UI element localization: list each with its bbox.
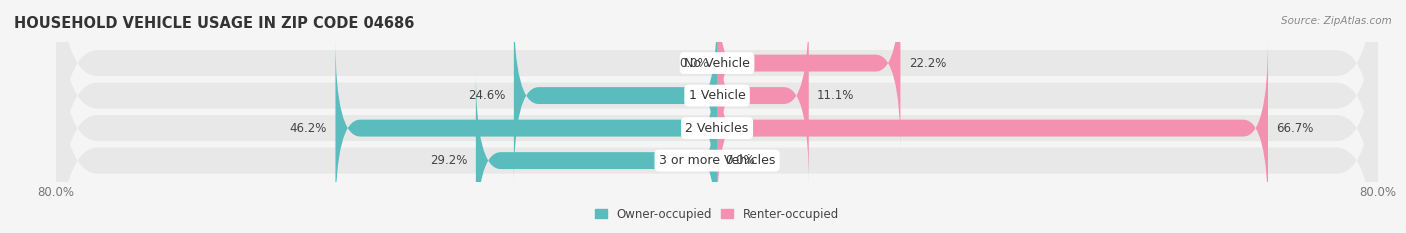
Text: 66.7%: 66.7% <box>1277 122 1313 135</box>
Text: 1 Vehicle: 1 Vehicle <box>689 89 745 102</box>
FancyBboxPatch shape <box>336 39 717 217</box>
Text: No Vehicle: No Vehicle <box>685 57 749 70</box>
Text: 0.0%: 0.0% <box>725 154 755 167</box>
FancyBboxPatch shape <box>56 11 1378 233</box>
FancyBboxPatch shape <box>717 7 808 185</box>
FancyBboxPatch shape <box>513 7 717 185</box>
Text: 0.0%: 0.0% <box>679 57 709 70</box>
Text: 3 or more Vehicles: 3 or more Vehicles <box>659 154 775 167</box>
Text: 22.2%: 22.2% <box>908 57 946 70</box>
Text: Source: ZipAtlas.com: Source: ZipAtlas.com <box>1281 16 1392 26</box>
FancyBboxPatch shape <box>56 0 1378 233</box>
FancyBboxPatch shape <box>56 0 1378 233</box>
FancyBboxPatch shape <box>717 39 1268 217</box>
Text: HOUSEHOLD VEHICLE USAGE IN ZIP CODE 04686: HOUSEHOLD VEHICLE USAGE IN ZIP CODE 0468… <box>14 16 415 31</box>
Text: 2 Vehicles: 2 Vehicles <box>686 122 748 135</box>
Text: 46.2%: 46.2% <box>290 122 328 135</box>
Text: 29.2%: 29.2% <box>430 154 468 167</box>
FancyBboxPatch shape <box>56 0 1378 213</box>
Legend: Owner-occupied, Renter-occupied: Owner-occupied, Renter-occupied <box>595 208 839 221</box>
FancyBboxPatch shape <box>475 72 717 233</box>
FancyBboxPatch shape <box>717 0 900 152</box>
Text: 24.6%: 24.6% <box>468 89 506 102</box>
Text: 11.1%: 11.1% <box>817 89 855 102</box>
